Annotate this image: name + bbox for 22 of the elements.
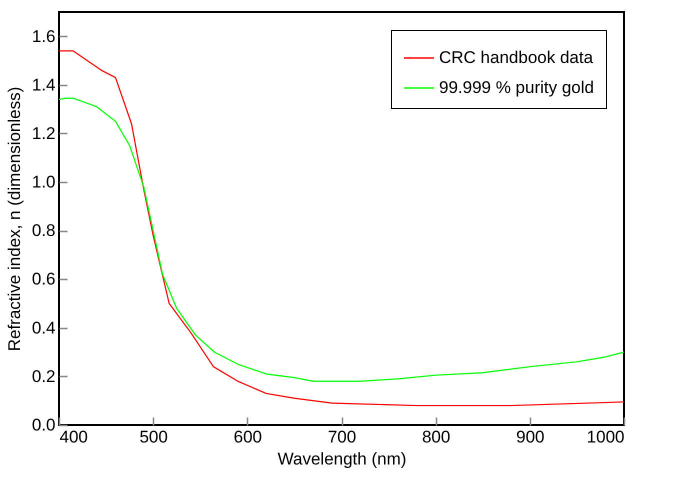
- y-tick-label: 0.0: [32, 416, 56, 434]
- y-tick-label: 0.6: [32, 270, 56, 289]
- y-tick-label: 0.4: [32, 318, 56, 338]
- x-tick-label: 900: [516, 428, 545, 446]
- y-tick-label: 1.2: [32, 124, 56, 143]
- x-axis-title: Wavelength (nm): [278, 450, 406, 468]
- line-series: [59, 50, 624, 406]
- x-tick-label: 800: [422, 428, 450, 446]
- line-series: [59, 98, 624, 382]
- y-axis-title: Refractive index, n (dimensionless): [4, 86, 24, 352]
- y-tick-label: 1.4: [32, 75, 56, 94]
- x-tick-label: 700: [328, 428, 356, 446]
- y-tick-label: 1.6: [32, 26, 56, 46]
- x-tick-label: 1000: [586, 428, 624, 446]
- y-tick-label: 0.8: [32, 221, 56, 240]
- x-tick-label: 400: [60, 428, 88, 446]
- legend-label: 99.999 % purity gold: [439, 78, 594, 97]
- y-tick-label: 0.2: [32, 366, 56, 386]
- y-tick-label: 1.0: [32, 172, 56, 192]
- legend-label: CRC handbook data: [439, 48, 594, 67]
- x-tick-label: 600: [234, 428, 262, 446]
- x-tick-label: 500: [139, 428, 168, 446]
